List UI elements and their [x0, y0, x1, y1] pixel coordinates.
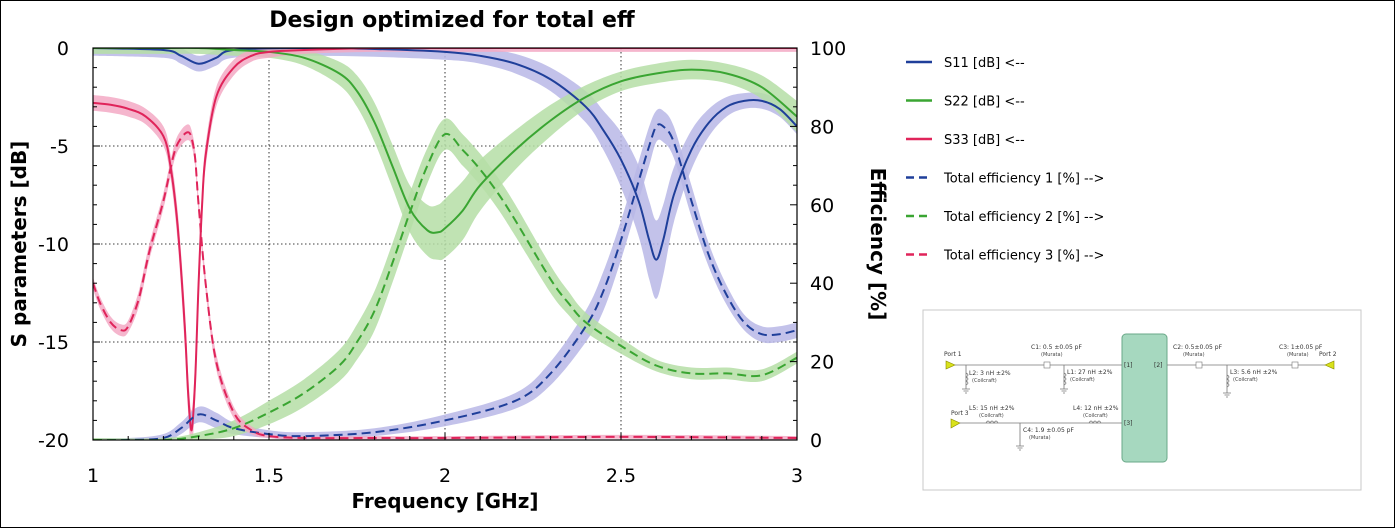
c2-label: C2: 0.5±0.05 pF — [1173, 344, 1223, 351]
port2-label: Port 2 — [1319, 351, 1337, 358]
y2-tick-label: 0 — [810, 430, 822, 452]
y-axis-ticks: 0 -5 -10 -15 -20 — [38, 38, 100, 452]
y2-tick-label: 40 — [810, 273, 834, 295]
c1-label: C1: 0.5 ±0.05 pF — [1031, 344, 1082, 351]
y2-tick-label: 60 — [810, 195, 834, 217]
l4-symbol — [1088, 420, 1102, 424]
l4-vendor: (Coilcraft) — [1083, 413, 1108, 419]
y2-axis-label: Efficiency [%] — [866, 168, 890, 321]
l5-label: L5: 15 nH ±2% — [969, 405, 1015, 412]
series-line-1 — [93, 48, 797, 261]
y-tick-label: -20 — [38, 430, 69, 452]
x-tick-label: 3 — [791, 465, 803, 487]
y2-tick-label: 20 — [810, 352, 834, 374]
legend-label-4: Total efficiency 1 [%] --> — [943, 172, 1104, 187]
x-tick-label: 2.5 — [606, 465, 636, 487]
y2-axis-ticks: 100 80 60 40 20 0 — [790, 38, 846, 452]
x-axis-label: Frequency [GHz] — [351, 489, 538, 513]
chart-title: Design optimized for total eff — [269, 8, 636, 33]
schematic-inset: Port 1 C1: 0.5 ±0.05 pF (Murata) L2: 3 n… — [922, 309, 1362, 491]
antenna-block — [1121, 333, 1168, 463]
y-tick-label: 0 — [57, 38, 69, 60]
series-line-4 — [93, 123, 797, 440]
legend-label-6: Total efficiency 3 [%] --> — [943, 249, 1104, 264]
legend-label-1: S11 [dB] <-- — [944, 56, 1025, 71]
series-line-5 — [93, 132, 797, 440]
x-tick-label: 1.5 — [254, 465, 284, 487]
y-tick-label: -10 — [38, 234, 69, 256]
pin1-label: [1] — [1124, 362, 1133, 369]
legend-label-2: S22 [dB] <-- — [944, 95, 1025, 110]
l3-label: L3: 5.6 nH ±2% — [1230, 369, 1278, 376]
x-tick-label: 1 — [87, 465, 99, 487]
series-lines — [93, 48, 797, 440]
c3-symbol — [1291, 361, 1299, 369]
y-tick-label: -15 — [38, 332, 69, 354]
l5-vendor: (Coilcraft) — [979, 413, 1004, 419]
ground-c4 — [1016, 445, 1024, 451]
c3-vendor: (Murata) — [1287, 352, 1309, 358]
port3-marker — [950, 418, 961, 429]
l2-label: L2: 3 nH ±2% — [969, 370, 1011, 377]
c1-symbol — [1043, 361, 1051, 369]
l1-vendor: (Coilcraft) — [1070, 377, 1095, 383]
y-axis-label: S parameters [dB] — [7, 141, 31, 348]
series-bands — [93, 48, 797, 440]
port3-label: Port 3 — [951, 410, 969, 417]
port1-label: Port 1 — [944, 351, 962, 358]
x-tick-label: 2 — [439, 465, 451, 487]
l3-vendor: (Coilcraft) — [1233, 377, 1258, 383]
legend: S11 [dB] <-- S22 [dB] <-- S33 [dB] <-- Tota… — [906, 56, 1104, 264]
l1-symbol — [1063, 372, 1067, 386]
series-line-3 — [93, 48, 797, 432]
l1-label: L1: 27 nH ±2% — [1067, 369, 1113, 376]
c4-label: C4: 1.9 ±0.05 pF — [1023, 427, 1074, 434]
legend-label-5: Total efficiency 2 [%] --> — [943, 210, 1104, 225]
l2-symbol — [965, 372, 969, 386]
c3-label: C3: 1±0.05 pF — [1279, 344, 1323, 351]
pin2-label: [2] — [1154, 362, 1163, 369]
series-line-6 — [93, 131, 797, 440]
l5-symbol — [985, 420, 999, 424]
port1-marker — [945, 360, 956, 370]
x-axis-ticks: 1 1.5 2 2.5 3 — [87, 433, 803, 487]
ground-l3 — [1223, 392, 1231, 398]
l4-label: L4: 12 nH ±2% — [1073, 405, 1119, 412]
y2-tick-label: 100 — [810, 38, 846, 60]
pin3-label: [3] — [1124, 420, 1133, 427]
y-tick-label: -5 — [50, 136, 69, 158]
c4-vendor: (Murata) — [1029, 435, 1051, 441]
l2-vendor: (Coilcraft) — [972, 378, 997, 384]
c1-vendor: (Murata) — [1041, 352, 1063, 358]
ground-l1 — [1060, 388, 1068, 394]
series-band-2 — [93, 48, 797, 261]
port2-marker — [1324, 360, 1335, 370]
legend-label-3: S33 [dB] <-- — [944, 133, 1025, 148]
l3-symbol — [1226, 374, 1230, 388]
y2-tick-label: 80 — [810, 116, 834, 138]
c2-symbol — [1195, 361, 1203, 369]
ground-l2 — [962, 388, 970, 394]
c2-vendor: (Murata) — [1183, 352, 1205, 358]
